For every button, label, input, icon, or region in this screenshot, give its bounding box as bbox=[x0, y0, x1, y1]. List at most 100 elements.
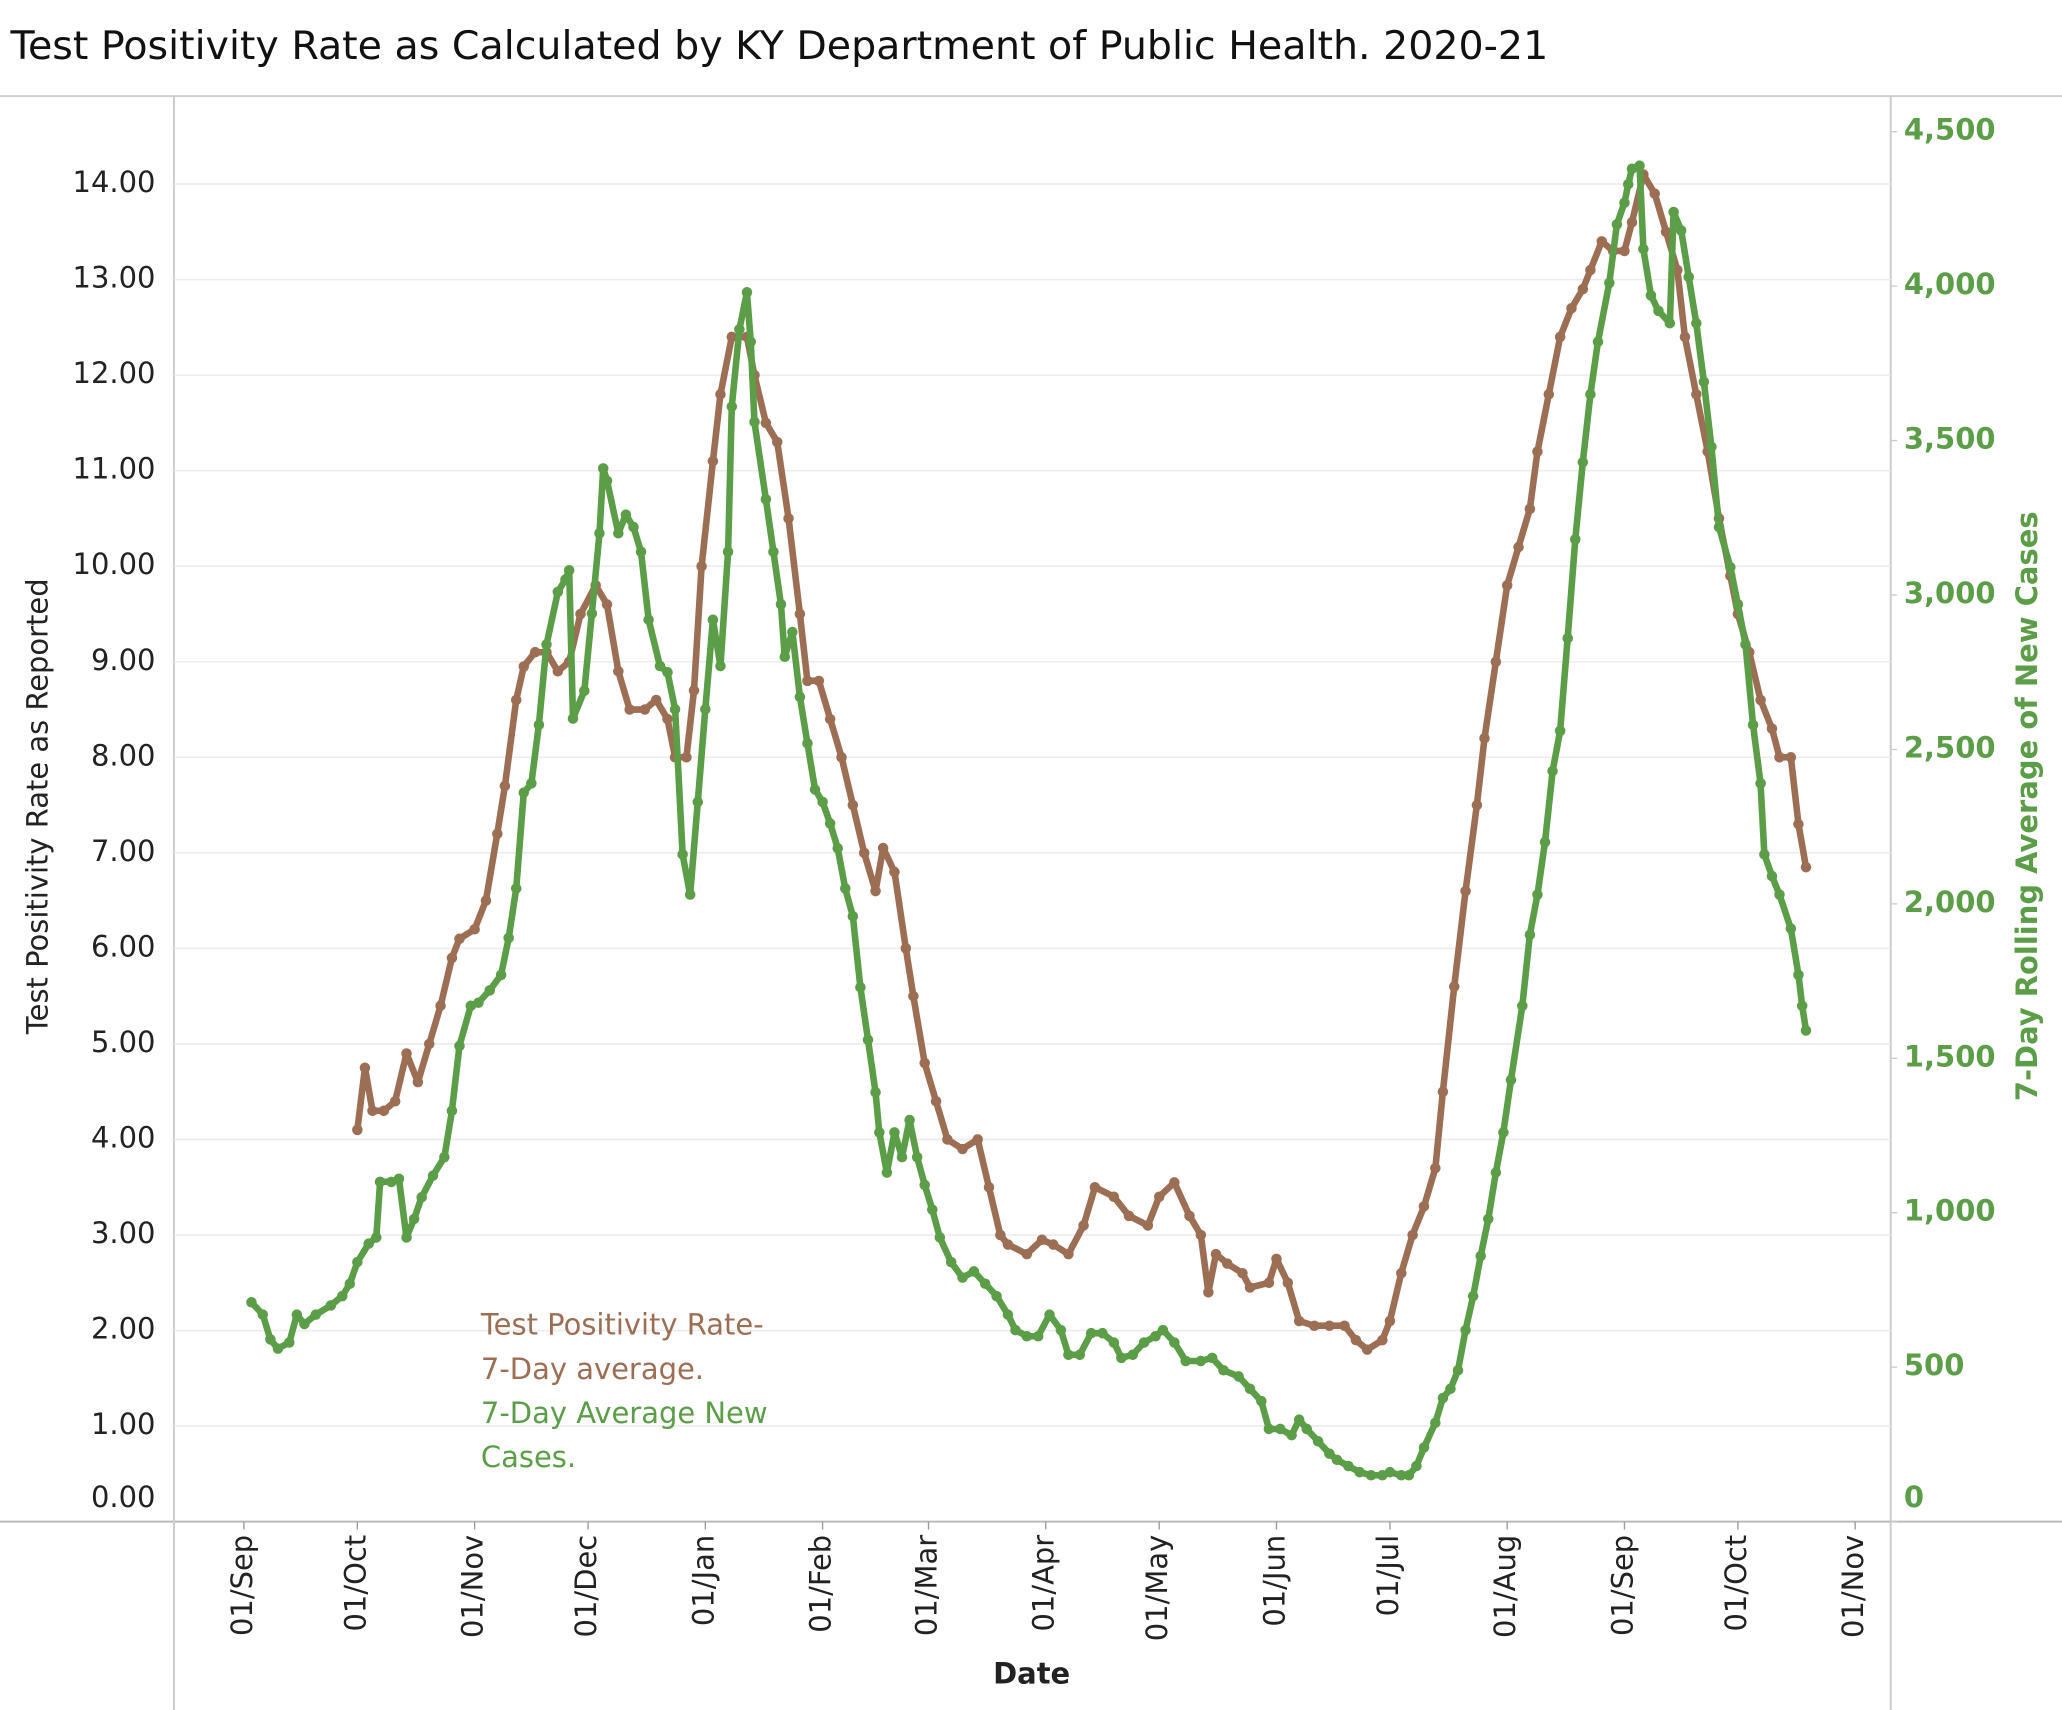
x-tick-label: 01/Jan bbox=[686, 1535, 720, 1626]
y2-tick-label: 2,000 bbox=[1904, 885, 1996, 919]
point bbox=[1513, 541, 1524, 553]
point bbox=[745, 336, 756, 347]
point bbox=[847, 799, 859, 811]
point bbox=[802, 675, 813, 687]
point bbox=[840, 883, 851, 894]
point bbox=[1785, 923, 1797, 934]
point bbox=[809, 784, 821, 795]
point bbox=[1430, 1162, 1441, 1174]
point bbox=[1532, 889, 1543, 900]
x-tick-label: 01/Mar bbox=[909, 1535, 943, 1636]
point bbox=[957, 1272, 968, 1283]
y2-tick-label: 500 bbox=[1904, 1348, 1964, 1382]
point bbox=[1445, 1383, 1456, 1395]
point bbox=[995, 1229, 1006, 1241]
point bbox=[862, 1034, 874, 1046]
point bbox=[904, 1114, 915, 1126]
point bbox=[1350, 1334, 1362, 1346]
point bbox=[1153, 1191, 1165, 1203]
point bbox=[408, 1213, 420, 1225]
point bbox=[930, 1095, 942, 1107]
point bbox=[1263, 1277, 1275, 1289]
point bbox=[1577, 283, 1589, 295]
point bbox=[991, 1290, 1002, 1302]
point bbox=[1796, 1000, 1808, 1012]
point bbox=[1448, 981, 1460, 992]
point bbox=[832, 843, 843, 854]
point bbox=[1774, 752, 1785, 763]
point bbox=[541, 639, 552, 650]
point bbox=[911, 1151, 923, 1163]
y2-tick-label: 3,000 bbox=[1904, 576, 1996, 610]
point bbox=[503, 932, 514, 944]
point bbox=[870, 885, 881, 897]
point bbox=[650, 694, 662, 706]
point bbox=[1127, 1349, 1139, 1361]
point bbox=[669, 704, 681, 715]
point bbox=[1622, 178, 1634, 190]
point bbox=[1460, 1324, 1471, 1336]
point bbox=[1309, 1320, 1320, 1332]
x-tick-label: 01/May bbox=[1140, 1535, 1174, 1642]
y-tick-label: 9.00 bbox=[91, 643, 156, 677]
point bbox=[1766, 723, 1778, 734]
point bbox=[1634, 160, 1645, 171]
point bbox=[480, 895, 492, 906]
point bbox=[1532, 446, 1543, 457]
point bbox=[783, 513, 794, 524]
point bbox=[855, 981, 866, 993]
point bbox=[1774, 889, 1785, 900]
point bbox=[613, 666, 624, 677]
x-tick-label: 01/Oct bbox=[338, 1535, 372, 1632]
x-tick-label: 01/Nov bbox=[456, 1535, 490, 1638]
point bbox=[802, 737, 813, 749]
point bbox=[927, 1204, 938, 1215]
y-tick-label: 3.00 bbox=[91, 1216, 156, 1250]
point bbox=[518, 787, 530, 798]
point bbox=[1343, 1460, 1354, 1472]
point bbox=[1184, 1210, 1195, 1222]
point bbox=[1585, 388, 1596, 400]
point bbox=[552, 586, 564, 598]
point bbox=[446, 1105, 458, 1117]
point bbox=[1554, 331, 1566, 343]
point bbox=[1562, 632, 1573, 644]
point bbox=[1331, 1454, 1343, 1466]
point bbox=[726, 401, 738, 412]
point bbox=[439, 1151, 450, 1163]
point bbox=[1222, 1258, 1233, 1269]
point bbox=[1116, 1352, 1127, 1364]
point bbox=[775, 598, 787, 610]
y-tick-label: 10.00 bbox=[73, 547, 156, 581]
x-tick-label: 01/Jun bbox=[1257, 1535, 1291, 1627]
point bbox=[563, 565, 575, 576]
y-tick-label: 0.00 bbox=[91, 1480, 156, 1514]
chart-title: Test Positivity Rate as Calculated by KY… bbox=[10, 23, 1549, 69]
point bbox=[1339, 1320, 1350, 1332]
y-tick-label: 5.00 bbox=[91, 1025, 156, 1059]
point bbox=[874, 1127, 885, 1138]
point bbox=[696, 560, 707, 572]
point bbox=[1490, 1167, 1502, 1178]
point bbox=[1293, 1414, 1305, 1425]
point bbox=[1365, 1470, 1377, 1481]
point bbox=[1755, 694, 1766, 706]
point bbox=[1418, 1442, 1430, 1453]
y-axis-title: Test Positivity Rate as Reported bbox=[21, 578, 55, 1035]
point bbox=[1645, 290, 1657, 301]
point bbox=[352, 1124, 363, 1136]
point bbox=[1157, 1324, 1169, 1336]
point bbox=[454, 1040, 465, 1052]
point bbox=[344, 1278, 356, 1290]
x-tick-label: 01/Sep bbox=[1605, 1535, 1639, 1636]
point bbox=[919, 1057, 930, 1069]
point bbox=[1169, 1337, 1180, 1348]
point bbox=[1430, 1417, 1441, 1429]
point bbox=[1698, 376, 1710, 388]
point bbox=[1074, 1349, 1086, 1361]
point bbox=[594, 527, 605, 539]
point bbox=[945, 1256, 957, 1268]
point bbox=[1566, 302, 1577, 314]
x-tick-label: 01/Nov bbox=[1836, 1535, 1870, 1638]
